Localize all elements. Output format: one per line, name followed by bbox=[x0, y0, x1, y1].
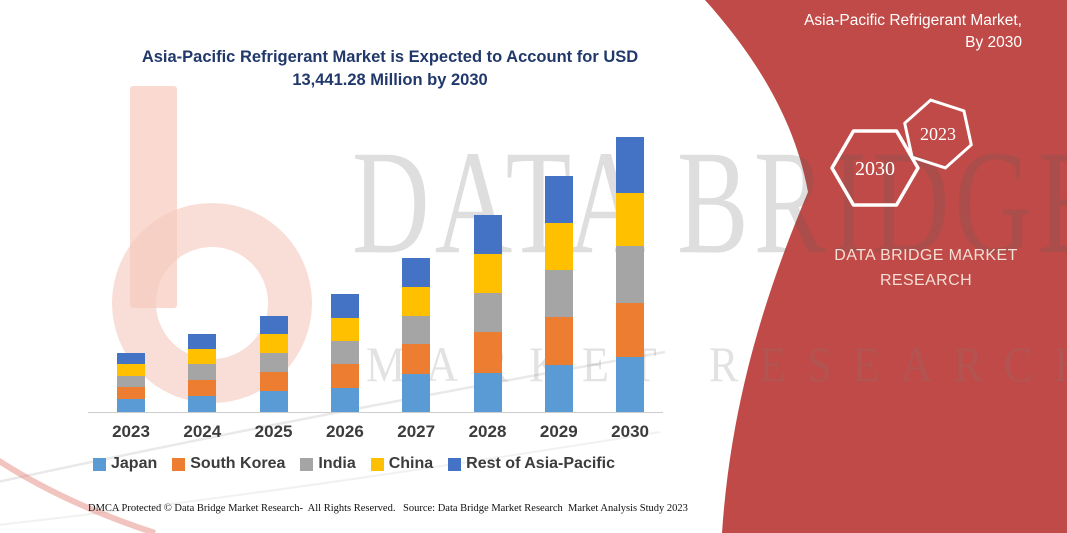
bar-segment-2024-japan bbox=[188, 395, 217, 412]
bar-segment-2027-japan bbox=[402, 374, 431, 412]
bar-segment-2030-japan bbox=[616, 357, 645, 412]
legend-item-japan: Japan bbox=[93, 455, 157, 473]
legend-item-china: China bbox=[370, 455, 434, 473]
bar-segment-2026-japan bbox=[330, 387, 359, 412]
x-axis-label-2030: 2030 bbox=[611, 422, 649, 441]
bar-segment-2029-japan bbox=[544, 365, 573, 412]
chart-legend: Japan South Korea India China Rest of Asia-P… bbox=[93, 455, 615, 473]
bar-segment-2023-japan bbox=[117, 399, 145, 412]
bar-segment-2026-china bbox=[330, 317, 359, 342]
bar-segment-2023-india bbox=[117, 375, 145, 388]
legend-swatch-icon bbox=[448, 457, 462, 471]
legend-item-south-korea: South Korea bbox=[172, 455, 285, 473]
hexagon-2030 bbox=[830, 129, 920, 207]
bar-segment-2025-south-korea bbox=[259, 372, 288, 392]
bar-segment-2026-india bbox=[330, 341, 359, 365]
bar-segment-2026-rest-of-asia-pacific bbox=[330, 294, 359, 318]
hexagon-2023-label: 2023 bbox=[920, 124, 956, 144]
hexagon-2030-label: 2030 bbox=[855, 158, 895, 180]
bar-segment-2024-rest-of-asia-pacific bbox=[188, 334, 217, 349]
bar-segment-2027-china bbox=[402, 286, 431, 316]
x-axis-label-2026: 2026 bbox=[325, 422, 364, 441]
bar-segment-2025-india bbox=[259, 353, 288, 373]
bar-segment-2027-south-korea bbox=[402, 344, 431, 375]
bar-segment-2029-china bbox=[544, 222, 573, 270]
bar-segment-2029-rest-of-asia-pacific bbox=[544, 175, 573, 223]
bar-segment-2028-rest-of-asia-pacific bbox=[473, 214, 502, 254]
bar-segment-2027-rest-of-asia-pacific bbox=[402, 257, 431, 287]
legend-label: Japan bbox=[111, 455, 158, 472]
bar-segment-2030-rest-of-asia-pacific bbox=[616, 136, 645, 194]
legend-swatch-icon bbox=[93, 457, 106, 471]
plot-area: 2023 2024 2025 2026 2027 2028 2029 2030 bbox=[88, 130, 663, 441]
bar-segment-2028-india bbox=[473, 293, 502, 333]
x-axis-label-2025: 2025 bbox=[254, 422, 293, 441]
bar-segment-2028-south-korea bbox=[473, 332, 502, 373]
legend-label: South Korea bbox=[190, 455, 286, 472]
legend-item-india: India bbox=[300, 455, 356, 473]
chart-title: Asia-Pacific Refrigerant Market is Expec… bbox=[141, 48, 639, 89]
bar-segment-2023-china bbox=[117, 363, 145, 376]
legend-item-rest-of-asia-pacific: Rest of Asia-Pacific bbox=[448, 455, 615, 473]
bar-segment-2030-south-korea bbox=[616, 303, 645, 358]
bar-segment-2024-south-korea bbox=[188, 379, 217, 396]
x-axis-label-2027: 2027 bbox=[397, 422, 436, 441]
brand-name: DATA BRIDGE MARKET RESEARCH bbox=[834, 247, 1018, 289]
side-panel-title: Asia-Pacific Refrigerant Market, By 2030 bbox=[804, 12, 1022, 51]
legend-label: Rest of Asia-Pacific bbox=[466, 455, 615, 472]
legend-swatch-icon bbox=[172, 457, 186, 471]
source-text: Source: Data Bridge Market Research Mark… bbox=[403, 503, 688, 514]
bar-segment-2023-south-korea bbox=[117, 387, 145, 400]
bar-segment-2029-south-korea bbox=[544, 317, 573, 366]
hexagon-2023 bbox=[903, 98, 973, 170]
bar-segment-2029-india bbox=[544, 269, 573, 318]
bar-segment-2027-india bbox=[402, 315, 431, 345]
dmca-copyright-text: DMCA Protected © Data Bridge Market Rese… bbox=[88, 503, 396, 514]
legend-swatch-icon bbox=[370, 457, 384, 471]
legend-label: China bbox=[388, 455, 434, 472]
x-axis-label-2028: 2028 bbox=[468, 422, 507, 441]
legend-label: India bbox=[318, 455, 356, 472]
bar-segment-2030-india bbox=[616, 245, 645, 304]
x-axis-label-2023: 2023 bbox=[112, 422, 150, 441]
bar-segment-2025-japan bbox=[259, 391, 288, 412]
bar-segment-2030-china bbox=[616, 193, 645, 246]
x-axis-label-2024: 2024 bbox=[183, 422, 222, 441]
bar-segment-2026-south-korea bbox=[330, 364, 359, 388]
bar-segment-2024-india bbox=[188, 363, 217, 380]
bar-segment-2025-china bbox=[259, 334, 288, 354]
bar-segment-2028-japan bbox=[473, 372, 502, 412]
bar-segment-2028-china bbox=[473, 254, 502, 294]
legend-swatch-icon bbox=[300, 457, 314, 471]
bar-segment-2025-rest-of-asia-pacific bbox=[259, 316, 288, 335]
bar-segment-2023-rest-of-asia-pacific bbox=[117, 352, 145, 364]
bar-segment-2024-china bbox=[188, 348, 217, 364]
x-axis-label-2029: 2029 bbox=[539, 422, 578, 441]
